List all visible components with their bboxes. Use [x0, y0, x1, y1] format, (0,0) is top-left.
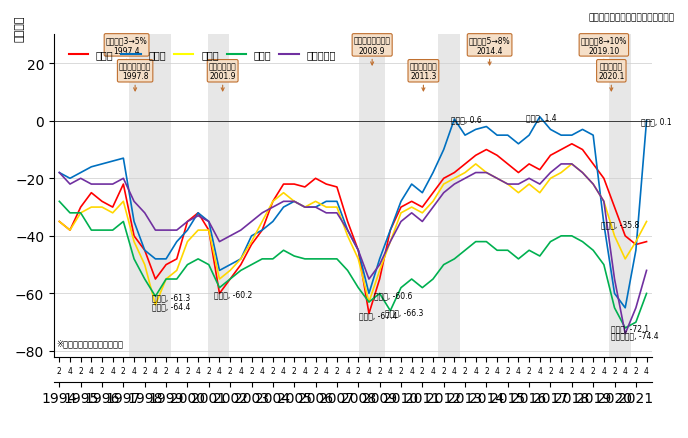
Bar — [609, 35, 630, 357]
Y-axis label: （ＤＩ）: （ＤＩ） — [14, 16, 24, 42]
Text: 消費税率5→8%
2014.4: 消費税率5→8% 2014.4 — [469, 36, 510, 66]
Text: 小売業, -72.1: 小売業, -72.1 — [612, 324, 649, 333]
Legend: 製造業, 建設業, 卸売業, 小売業, サービス業: 製造業, 建設業, 卸売業, 小売業, サービス業 — [65, 46, 340, 64]
Text: 建設業, 0.6: 建設業, 0.6 — [451, 115, 482, 124]
Text: 消費税率3→5%
1997.4: 消費税率3→5% 1997.4 — [106, 36, 147, 66]
Text: アジア通貨危機
1997.8: アジア通貨危機 1997.8 — [119, 62, 151, 92]
Text: 小売業, -66.3: 小売業, -66.3 — [385, 307, 423, 316]
Text: 小売業, -61.3: 小売業, -61.3 — [152, 293, 191, 302]
Text: 製造業, -67.4: 製造業, -67.4 — [359, 311, 398, 319]
Bar — [129, 35, 171, 357]
Bar — [359, 35, 385, 357]
Text: 建設業, 0.1: 建設業, 0.1 — [641, 117, 672, 126]
Text: 製造業, -60.2: 製造業, -60.2 — [214, 290, 252, 299]
Text: 東日本大震災
2011.3: 東日本大震災 2011.3 — [409, 62, 438, 92]
Text: 卸売業, -64.4: 卸売業, -64.4 — [152, 302, 191, 311]
Text: 同時多発テロ
2001.9: 同時多発テロ 2001.9 — [208, 62, 237, 92]
Text: 消費税率8→10%
2019.10: 消費税率8→10% 2019.10 — [581, 36, 627, 66]
Text: 建設業, -60.6: 建設業, -60.6 — [374, 291, 413, 300]
Bar — [438, 35, 460, 357]
Text: リーマンショック
2008.9: リーマンショック 2008.9 — [354, 36, 391, 66]
Text: ※灰色網掛けは景気後退局面: ※灰色網掛けは景気後退局面 — [56, 339, 123, 347]
Bar — [208, 35, 229, 357]
Text: 建設業, 1.4: 建設業, 1.4 — [526, 113, 557, 122]
Text: サービス業, -74.4: サービス業, -74.4 — [612, 331, 659, 339]
Text: （「良い」－「悪い」今期の水準）: （「良い」－「悪い」今期の水準） — [588, 13, 674, 22]
Text: コロナ危機
2020.1: コロナ危機 2020.1 — [598, 62, 625, 92]
Text: 建設業, -35.8: 建設業, -35.8 — [601, 220, 639, 229]
